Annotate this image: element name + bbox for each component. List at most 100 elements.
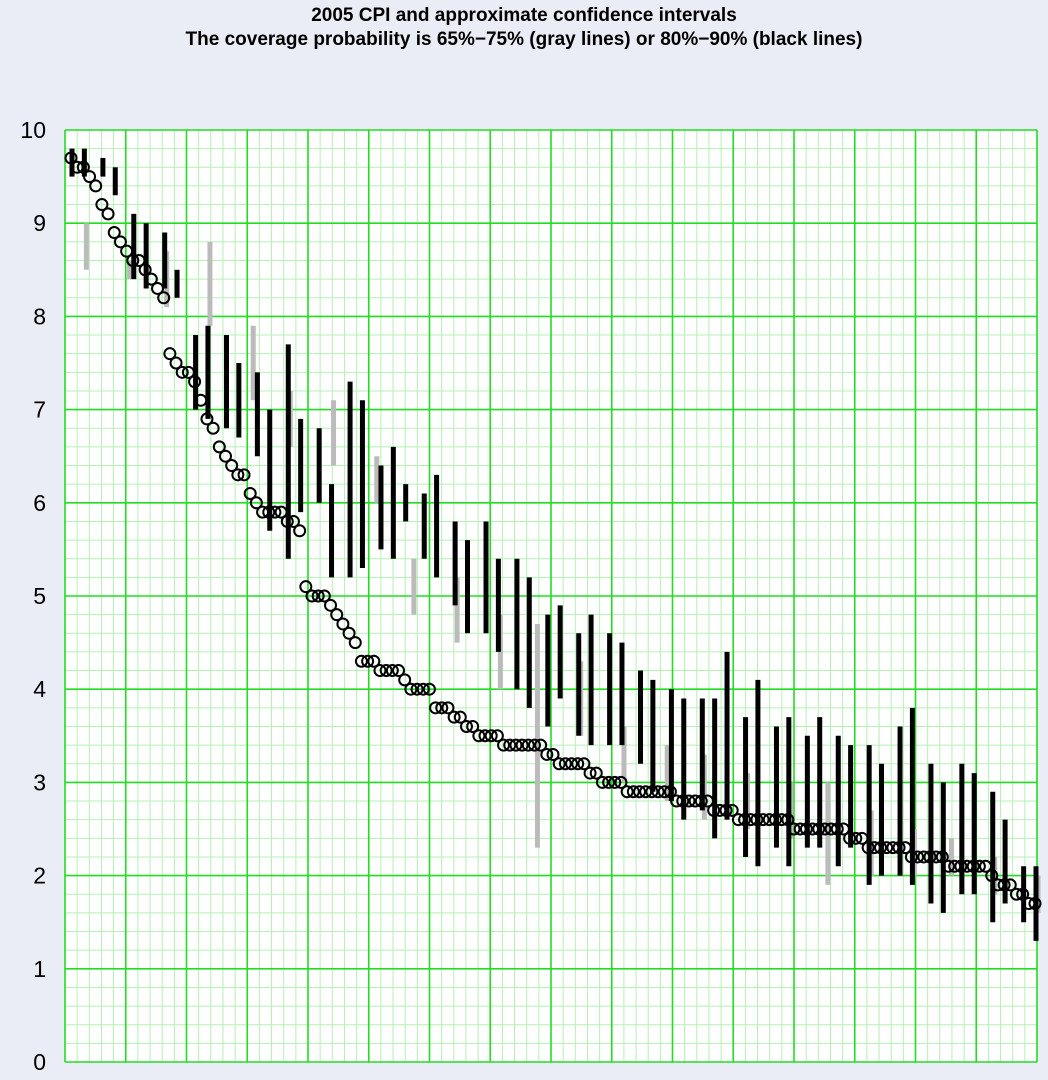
cpi-point: [200, 412, 214, 426]
cpi-point: [682, 794, 696, 808]
cpi-point: [534, 738, 548, 752]
cpi-point: [206, 421, 220, 435]
cpi-point: [262, 505, 276, 519]
cpi-point: [787, 822, 801, 836]
cpi-point: [954, 859, 968, 873]
cpi-point: [700, 794, 714, 808]
cpi-point: [299, 580, 313, 594]
cpi-point: [781, 813, 795, 827]
cpi-point: [762, 813, 776, 827]
cpi-point: [614, 775, 628, 789]
cpi-point: [948, 859, 962, 873]
cpi-point: [991, 878, 1005, 892]
cpi-point: [169, 356, 183, 370]
cpi-point: [657, 785, 671, 799]
cpi-point: [676, 794, 690, 808]
y-tick-label: 0: [33, 1049, 46, 1075]
cpi-point: [138, 263, 152, 277]
cpi-point: [886, 841, 900, 855]
cpi-point: [861, 841, 875, 855]
cpi-point: [447, 710, 461, 724]
cpi-point: [941, 859, 955, 873]
cpi-point: [83, 170, 97, 184]
cpi-point: [342, 626, 356, 640]
cpi-point: [892, 841, 906, 855]
cpi-point: [175, 365, 189, 379]
cpi-point: [744, 813, 758, 827]
cpi-point: [867, 841, 881, 855]
y-tick-label: 8: [33, 303, 46, 329]
cpi-point: [849, 831, 863, 845]
cpi-point: [1016, 887, 1030, 901]
cpi-point: [589, 766, 603, 780]
y-tick-label: 3: [33, 769, 46, 795]
cpi-point: [385, 664, 399, 678]
cpi-point: [738, 813, 752, 827]
cpi-point: [324, 598, 338, 612]
y-tick-label: 7: [33, 397, 46, 423]
cpi-point: [639, 785, 653, 799]
cpi-point: [163, 347, 177, 361]
cpi-point: [453, 710, 467, 724]
cpi-point: [546, 747, 560, 761]
cpi-point: [249, 496, 263, 510]
cpi-point: [392, 664, 406, 678]
cpi-point: [608, 775, 622, 789]
cpi-point: [558, 757, 572, 771]
cpi-point: [64, 151, 78, 165]
cpi-point: [688, 794, 702, 808]
cpi-point: [317, 589, 331, 603]
cpi-point: [521, 738, 535, 752]
cpi-point: [824, 822, 838, 836]
cpi-point: [429, 701, 443, 715]
cpi-point: [731, 813, 745, 827]
cpi-point: [651, 785, 665, 799]
cpi-point: [293, 524, 307, 538]
cpi-point: [812, 822, 826, 836]
cpi-point: [188, 375, 202, 389]
cpi-point: [707, 803, 721, 817]
cpi-point: [552, 757, 566, 771]
cpi-point: [268, 505, 282, 519]
cpi-point: [979, 859, 993, 873]
cpi-point: [935, 850, 949, 864]
cpi-point: [354, 654, 368, 668]
cpi-point: [1022, 897, 1036, 911]
cpi-point: [904, 850, 918, 864]
cpi-point: [466, 719, 480, 733]
cpi-point: [775, 813, 789, 827]
cpi-point: [280, 514, 294, 528]
cpi-point: [1028, 897, 1042, 911]
cpi-point: [367, 654, 381, 668]
cpi-point: [830, 822, 844, 836]
cpi-point: [490, 729, 504, 743]
cpi-point: [70, 160, 84, 174]
cpi-point: [917, 850, 931, 864]
cpi-point: [243, 486, 257, 500]
cpi-point: [923, 850, 937, 864]
cpi-point: [144, 272, 158, 286]
cpi-point: [305, 589, 319, 603]
cpi-point: [960, 859, 974, 873]
cpi-point: [95, 198, 109, 212]
chart-title: 2005 CPI and approximate confidence inte…: [311, 5, 737, 26]
cpi-point: [583, 766, 597, 780]
cpi-point: [670, 794, 684, 808]
cpi-point: [348, 636, 362, 650]
cpi-point: [373, 664, 387, 678]
cpi-point: [972, 859, 986, 873]
cpi-point: [330, 608, 344, 622]
cpi-point: [663, 785, 677, 799]
cpi-point: [997, 878, 1011, 892]
major-grid: [64, 129, 1038, 1063]
cpi-point: [509, 738, 523, 752]
cpi-point: [472, 729, 486, 743]
cpi-point: [874, 841, 888, 855]
chart-title-block: 2005 CPI and approximate confidence inte…: [0, 4, 1048, 52]
y-axis-ticks: 0 1 2 3 4 5 6 7 8 9 10: [20, 117, 46, 1075]
cpi-point: [120, 244, 134, 258]
cpi-point: [719, 803, 733, 817]
cpi-point: [855, 831, 869, 845]
cpi-point: [459, 719, 473, 733]
cpi-point: [756, 813, 770, 827]
